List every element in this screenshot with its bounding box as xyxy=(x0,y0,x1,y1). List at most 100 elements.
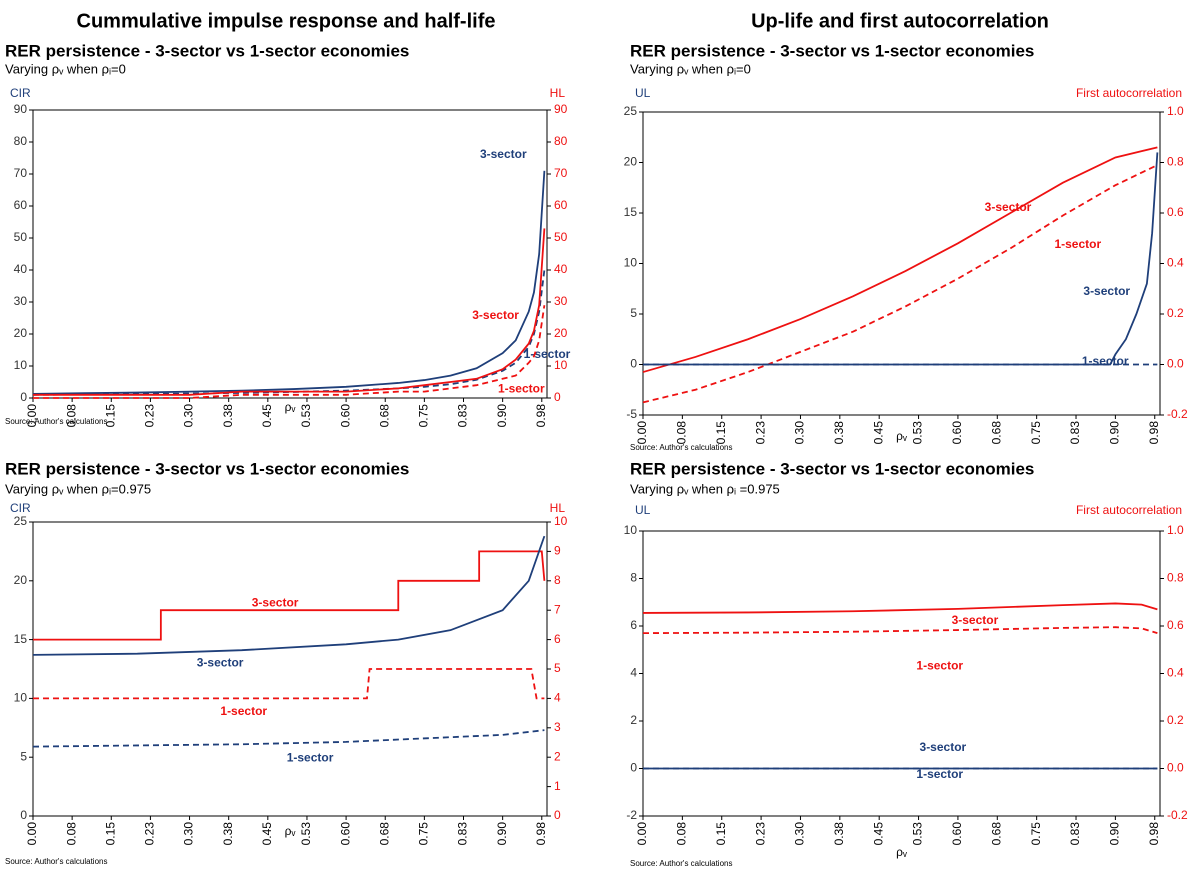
y2-axis-title: First autocorrelation xyxy=(1076,503,1182,517)
y2-tick-label: 2 xyxy=(554,749,561,763)
chart-subtitle: Varying ρᵥ when ρᵢ=0.975 xyxy=(5,481,151,496)
y2-tick-label: -0.2 xyxy=(1167,808,1188,822)
series-label: 3-sector xyxy=(920,740,967,754)
source-note: Source: Author's calculations xyxy=(5,417,107,426)
x-tick-label: 0.15 xyxy=(714,822,728,846)
y2-tick-label: 0.2 xyxy=(1167,306,1184,320)
series-label: 3-sector xyxy=(197,655,244,669)
y-tick-label: 70 xyxy=(14,166,28,180)
data-line xyxy=(32,170,546,395)
x-tick-label: 0.45 xyxy=(260,822,274,846)
y-tick-label: 15 xyxy=(14,632,28,646)
chart-title: RER persistence - 3-sector vs 1-sector e… xyxy=(630,459,1034,478)
data-line xyxy=(33,228,546,396)
x-tick-label: 0.60 xyxy=(950,421,964,445)
plot-frame xyxy=(642,530,1161,817)
y-tick-label: 4 xyxy=(630,666,637,680)
source-note: Source: Author's calculations xyxy=(630,859,732,868)
x-tick-label: 0.08 xyxy=(675,421,689,445)
y2-tick-label: 0.8 xyxy=(1167,155,1184,169)
chart-subtitle: Varying ρᵥ when ρᵢ=0 xyxy=(5,61,126,76)
x-tick-label: 0.60 xyxy=(338,822,352,846)
x-tick-label: 0.23 xyxy=(753,822,767,846)
x-tick-label: 0.98 xyxy=(534,404,548,428)
y2-tick-label: 0.0 xyxy=(1167,761,1184,775)
y-tick-label: 5 xyxy=(630,306,637,320)
x-tick-label: 0.75 xyxy=(417,404,431,428)
series-label: 3-sector xyxy=(985,200,1032,214)
y2-tick-label: 60 xyxy=(554,198,568,212)
x-tick-label: 0.68 xyxy=(989,421,1003,445)
data-line xyxy=(33,305,546,399)
x-tick-label: 0.30 xyxy=(182,822,196,846)
y2-tick-label: 8 xyxy=(554,573,561,587)
y2-tick-label: -0.2 xyxy=(1167,407,1188,421)
y-tick-label: 8 xyxy=(630,571,637,585)
x-tick-label: 0.30 xyxy=(793,421,807,445)
y2-tick-label: 0.6 xyxy=(1167,618,1184,632)
x-tick-label: 0.83 xyxy=(1068,421,1082,445)
y2-tick-label: 90 xyxy=(554,102,568,116)
x-tick-label: 0.38 xyxy=(221,404,235,428)
y2-tick-label: 0.6 xyxy=(1167,205,1184,219)
y-tick-label: 80 xyxy=(14,134,28,148)
x-tick-label: 0.23 xyxy=(143,404,157,428)
y-tick-label: 25 xyxy=(14,514,28,528)
y-tick-label: 5 xyxy=(20,749,27,763)
x-tick-label: 0.08 xyxy=(64,822,78,846)
y-tick-label: 25 xyxy=(624,104,638,118)
x-tick-label: 0.15 xyxy=(103,822,117,846)
y2-axis-title: HL xyxy=(550,501,566,515)
x-tick-label: 0.60 xyxy=(338,404,352,428)
x-tick-label: 0.00 xyxy=(635,421,649,445)
x-axis-title: ρᵥ xyxy=(285,824,296,838)
x-tick-label: 0.15 xyxy=(714,421,728,445)
x-tick-label: 0.23 xyxy=(143,822,157,846)
x-tick-label: 0.75 xyxy=(1029,822,1043,846)
y-tick-label: 0 xyxy=(20,390,27,404)
x-tick-label: 0.53 xyxy=(911,421,925,445)
y-axis-title: UL xyxy=(635,503,651,517)
y2-tick-label: 4 xyxy=(554,691,561,705)
data-line xyxy=(32,535,546,656)
y-tick-label: 20 xyxy=(624,155,638,169)
x-tick-label: 0.83 xyxy=(1068,822,1082,846)
y-tick-label: 2 xyxy=(630,713,637,727)
x-tick-label: 0.68 xyxy=(377,822,391,846)
x-tick-label: 0.08 xyxy=(64,404,78,428)
x-tick-label: 0.30 xyxy=(182,404,196,428)
plot-frame xyxy=(32,109,548,399)
y-tick-label: 30 xyxy=(14,294,28,308)
x-tick-label: 0.83 xyxy=(456,404,470,428)
y-tick-label: 50 xyxy=(14,230,28,244)
x-tick-label: 0.08 xyxy=(675,822,689,846)
heading: Up-life and first autocorrelation xyxy=(751,10,1049,32)
series-label: 1-sector xyxy=(916,767,963,781)
y-tick-label: 20 xyxy=(14,326,28,340)
heading: Cummulative impulse response and half-li… xyxy=(77,10,496,32)
x-tick-label: 0.23 xyxy=(753,421,767,445)
y2-tick-label: 0.2 xyxy=(1167,713,1184,727)
y-axis-title: CIR xyxy=(10,501,31,515)
x-tick-label: 0.68 xyxy=(377,404,391,428)
series-label: 1-sector xyxy=(498,382,545,396)
series-label: 3-sector xyxy=(252,595,299,609)
x-tick-label: 0.90 xyxy=(1108,421,1122,445)
y2-tick-label: 0.8 xyxy=(1167,571,1184,585)
y2-axis-title: HL xyxy=(550,86,566,100)
x-tick-label: 0.90 xyxy=(1108,822,1122,846)
series-label: 1-sector xyxy=(287,750,334,764)
y-tick-label: 90 xyxy=(14,102,28,116)
x-tick-label: 0.83 xyxy=(456,822,470,846)
x-tick-label: 0.30 xyxy=(793,822,807,846)
x-tick-label: 0.15 xyxy=(103,404,117,428)
x-tick-label: 0.53 xyxy=(299,404,313,428)
x-tick-label: 0.00 xyxy=(635,822,649,846)
y2-tick-label: 3 xyxy=(554,720,561,734)
y-axis-title: UL xyxy=(635,86,651,100)
data-line xyxy=(33,668,545,700)
x-tick-label: 0.53 xyxy=(299,822,313,846)
x-tick-label: 0.75 xyxy=(417,822,431,846)
data-line xyxy=(642,626,1158,635)
y-tick-label: 0 xyxy=(20,808,27,822)
